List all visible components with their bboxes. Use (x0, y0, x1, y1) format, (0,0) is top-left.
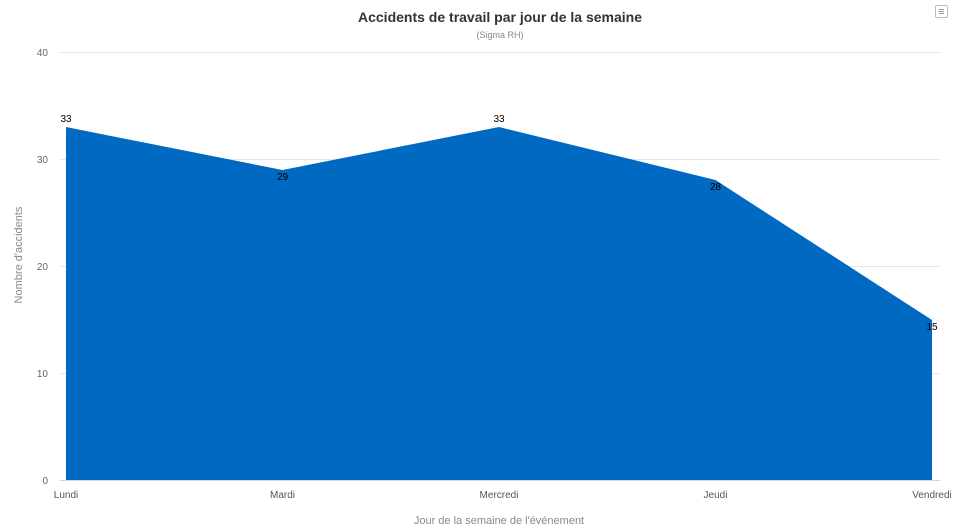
chart-subtitle: (Sigma RH) (476, 30, 524, 40)
y-axis-title: Nombre d'accidents (13, 206, 25, 303)
y-tick: 30 (37, 155, 49, 166)
y-tick: 20 (37, 262, 49, 273)
data-label: 28 (710, 182, 722, 193)
data-labels: 33 29 33 28 15 (60, 114, 938, 333)
x-tick: Jeudi (704, 490, 728, 501)
x-axis-title: Jour de la semaine de l'événement (414, 515, 584, 527)
hamburger-menu-icon-line (939, 11, 944, 12)
hamburger-menu-icon (939, 9, 944, 10)
y-tick: 40 (37, 48, 49, 59)
chart-menu-button[interactable] (935, 5, 948, 18)
data-label: 15 (926, 322, 938, 333)
x-axis-ticks: Lundi Mardi Mercredi Jeudi Vendredi (54, 490, 952, 501)
x-tick: Lundi (54, 490, 78, 501)
chart-title: Accidents de travail par jour de la sema… (358, 9, 642, 25)
y-axis-ticks: 0 10 20 30 40 (37, 48, 49, 487)
y-tick: 0 (42, 476, 48, 487)
data-label: 33 (493, 114, 505, 125)
hamburger-menu-icon-line (939, 13, 944, 14)
x-tick: Mercredi (480, 490, 519, 501)
area-series[interactable] (66, 127, 932, 480)
y-tick: 10 (37, 369, 49, 380)
data-label: 33 (60, 114, 72, 125)
x-tick: Vendredi (912, 490, 951, 501)
x-tick: Mardi (270, 490, 295, 501)
data-label: 29 (277, 172, 289, 183)
